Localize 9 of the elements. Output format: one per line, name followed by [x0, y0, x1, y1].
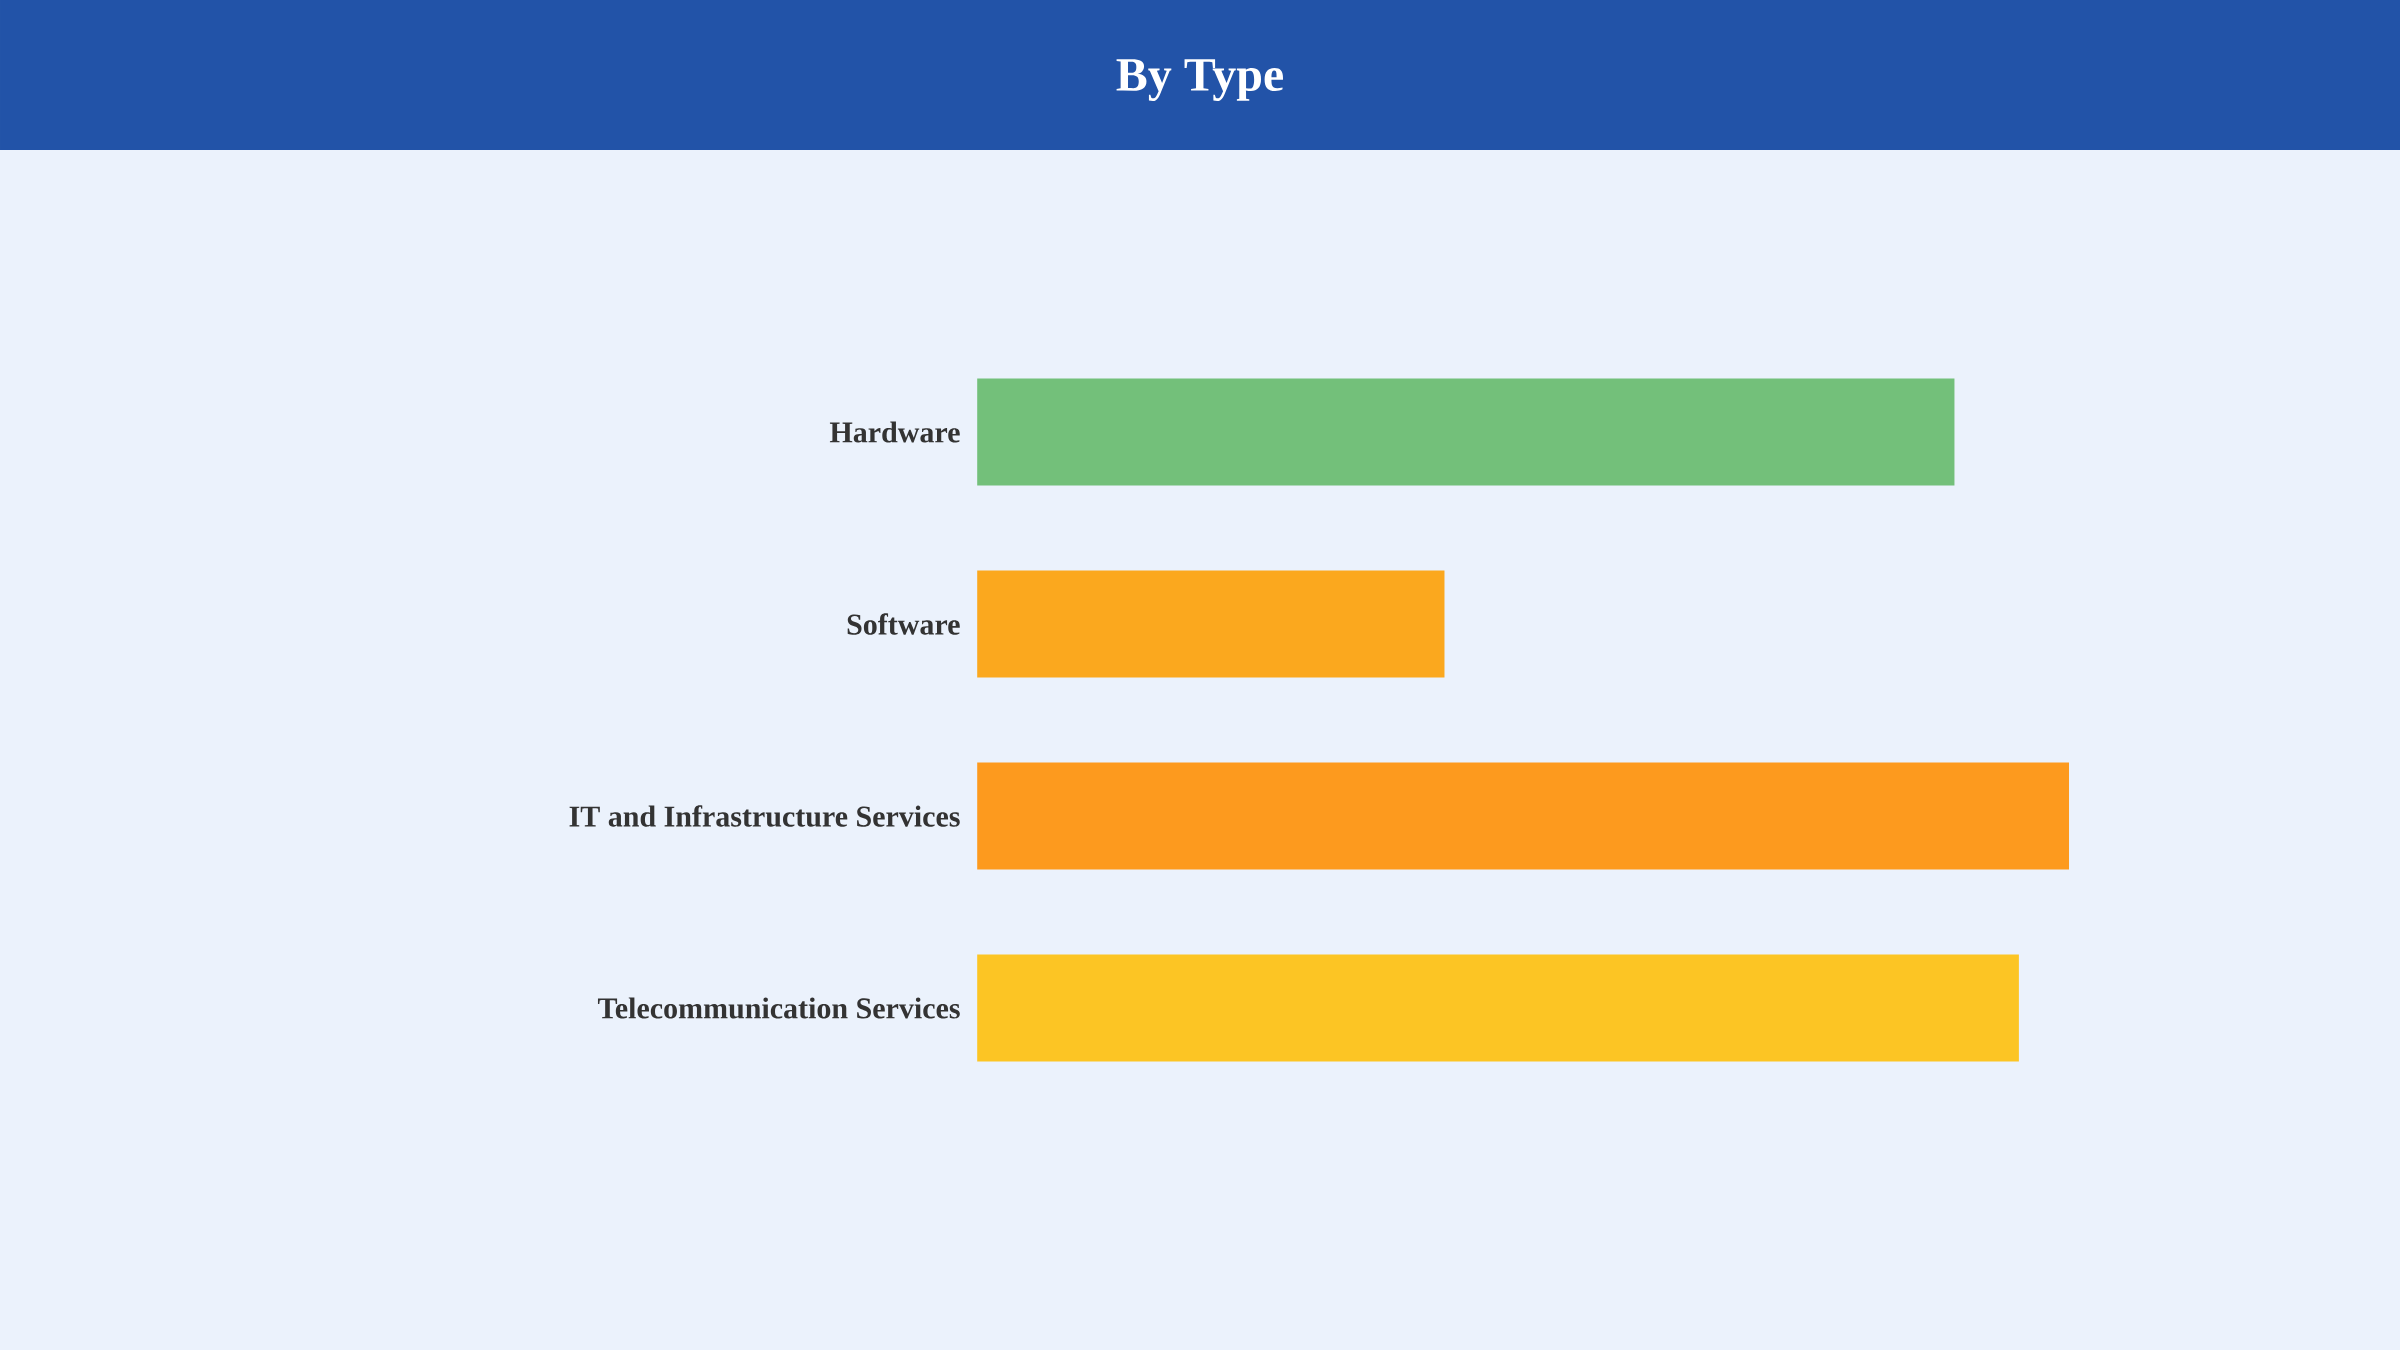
bar — [977, 954, 2019, 1062]
bar — [977, 570, 1445, 678]
bar — [977, 762, 2070, 870]
y-tick-label: Software — [847, 613, 960, 635]
y-tick-label: Hardware — [829, 421, 960, 443]
y-tick-label: IT and Infrastructure Services — [569, 805, 960, 827]
chart-title: By Type — [1116, 59, 1283, 101]
y-tick-label: Telecommunication Services — [597, 997, 960, 1019]
bar — [977, 378, 1955, 486]
